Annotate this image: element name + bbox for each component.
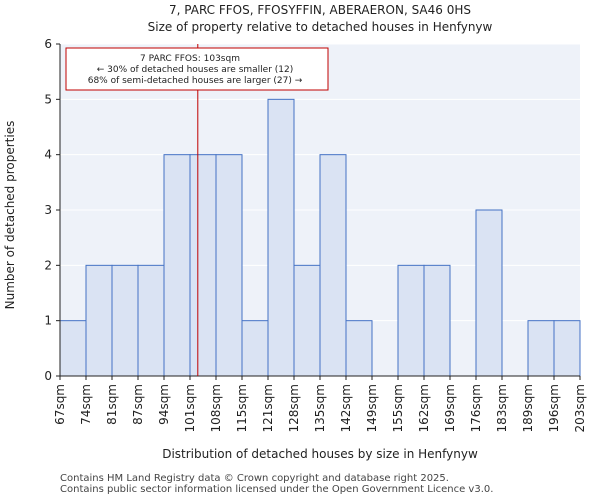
y-tick-label: 1 <box>44 314 52 328</box>
annotation-box: 7 PARC FFOS: 103sqm ← 30% of detached ho… <box>65 47 329 91</box>
footer-licence: Contains public sector information licen… <box>60 484 494 495</box>
x-tick-label: 203sqm <box>573 384 587 432</box>
bar <box>527 320 555 377</box>
x-tick-label: 135sqm <box>313 384 327 432</box>
x-tick-label: 155sqm <box>391 384 405 432</box>
bar <box>423 264 451 377</box>
bar <box>475 209 503 377</box>
bar <box>397 264 425 377</box>
bar <box>241 320 269 377</box>
y-axis-label: Number of detached properties <box>3 121 17 310</box>
x-tick-label: 87sqm <box>131 384 145 425</box>
bar <box>111 264 139 377</box>
y-tick-label: 0 <box>44 369 52 383</box>
x-tick-label: 121sqm <box>261 384 275 432</box>
bar <box>553 320 581 377</box>
annotation-line-1: 7 PARC FFOS: 103sqm <box>140 54 240 64</box>
y-tick-labels: 0 1 2 3 4 5 6 <box>44 37 52 383</box>
y-tick-label: 6 <box>44 37 52 51</box>
x-tick-labels: 67sqm 74sqm 81sqm 87sqm 94sqm 101sqm 108sqm 115… <box>53 384 587 432</box>
bar <box>345 320 373 377</box>
y-tick-label: 5 <box>44 92 52 106</box>
y-tick-label: 2 <box>44 258 52 272</box>
x-tick-label: 176sqm <box>469 384 483 432</box>
footer-copyright: Contains HM Land Registry data © Crown c… <box>60 473 449 484</box>
x-tick-label: 74sqm <box>79 384 93 425</box>
chart-title: 7, PARC FFOS, FFOSYFFIN, ABERAERON, SA46… <box>169 3 471 17</box>
x-tick-label: 108sqm <box>209 384 223 432</box>
bar <box>137 264 165 377</box>
x-tick-label: 162sqm <box>417 384 431 432</box>
bar <box>189 154 217 377</box>
axes <box>56 43 581 380</box>
y-tick-label: 4 <box>44 148 52 162</box>
x-tick-label: 101sqm <box>183 384 197 432</box>
annotation-line-2: ← 30% of detached houses are smaller (12… <box>97 65 294 75</box>
x-tick-label: 128sqm <box>287 384 301 432</box>
x-tick-label: 183sqm <box>495 384 509 432</box>
x-tick-label: 115sqm <box>235 384 249 432</box>
y-tick-label: 3 <box>44 203 52 217</box>
x-tick-label: 67sqm <box>53 384 67 425</box>
bar <box>215 154 243 377</box>
bar <box>319 154 347 377</box>
x-axis-label: Distribution of detached houses by size … <box>162 447 478 461</box>
x-tick-label: 81sqm <box>105 384 119 425</box>
x-tick-label: 149sqm <box>365 384 379 432</box>
x-tick-label: 196sqm <box>547 384 561 432</box>
annotation-frame <box>65 47 329 91</box>
x-tick-label: 142sqm <box>339 384 353 432</box>
bar <box>163 154 191 377</box>
bar <box>293 264 321 377</box>
annotation-line-3: 68% of semi-detached houses are larger (… <box>88 76 303 86</box>
bar <box>85 264 113 377</box>
x-tick-label: 169sqm <box>443 384 457 432</box>
bar <box>59 320 87 377</box>
bar <box>267 98 295 377</box>
chart-subtitle: Size of property relative to detached ho… <box>148 20 493 34</box>
x-tick-label: 94sqm <box>157 384 171 425</box>
x-tick-label: 189sqm <box>521 384 535 432</box>
